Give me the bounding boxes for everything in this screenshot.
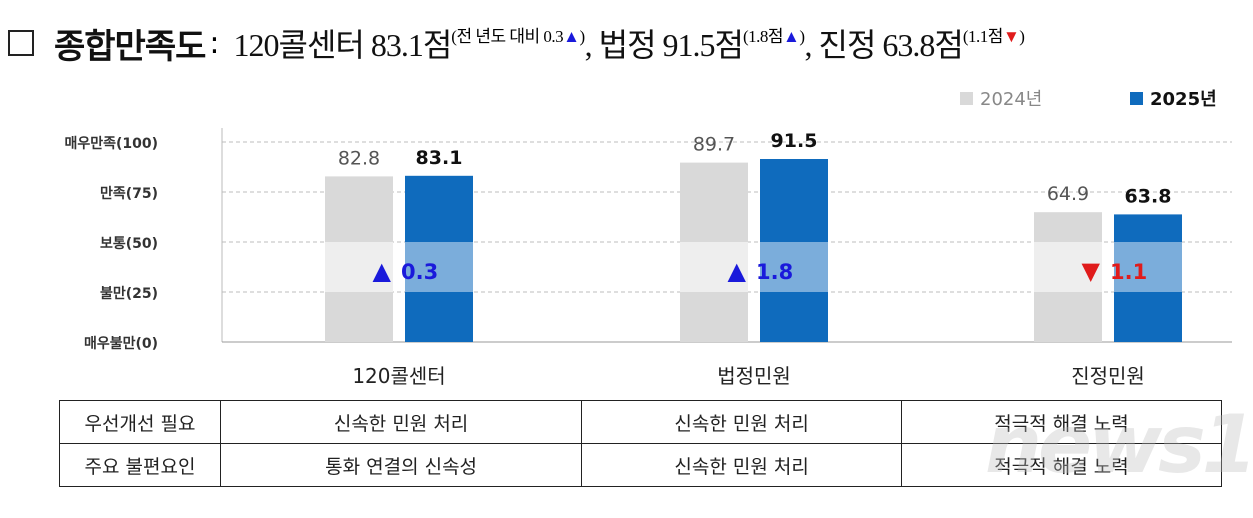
triangle-up-icon: ▲ — [563, 27, 580, 46]
headline: 종합만족도 : 120콜센터 83.1점(전 년도 대비 0.3▲), 법정 9… — [8, 18, 1025, 68]
triangle-down-icon: ▼ — [1002, 27, 1020, 46]
table-cell: 통화 연결의 신속성 — [219, 443, 583, 487]
triangle-down-icon: ▼ — [1082, 257, 1101, 285]
headline-colon: : — [209, 25, 220, 61]
legend-label: 2025년 — [1150, 89, 1217, 110]
table-cell: 신속한 민원 처리 — [219, 400, 583, 444]
x-tick-label: 진정민원 — [1071, 364, 1145, 388]
headline-change: (1.8점 — [742, 27, 784, 46]
headline-score: 120콜센터 83.1점 — [233, 27, 453, 63]
y-tick-label: 불만(25) — [100, 286, 158, 302]
highlight-band — [325, 242, 393, 292]
data-label: 89.7 — [693, 134, 735, 156]
data-label: 82.8 — [338, 147, 380, 169]
triangle-up-icon: ▲ — [728, 257, 747, 285]
legend-label: 2024년 — [980, 89, 1042, 110]
x-tick-label: 법정민원 — [717, 364, 791, 388]
separator: , — [584, 27, 599, 63]
highlight-band — [760, 242, 828, 292]
headline-main: 종합만족도 — [54, 26, 206, 67]
bar — [760, 159, 828, 342]
headline-score: 진정 63.8점 — [818, 27, 964, 63]
change-label: 0.3 — [401, 260, 438, 284]
highlight-band — [1034, 242, 1102, 292]
triangle-up-icon: ▲ — [783, 27, 800, 46]
table-row: 주요 불편요인 통화 연결의 신속성 신속한 민원 처리 적극적 해결 노력 — [59, 443, 1222, 487]
headline-parts: 120콜센터 83.1점(전 년도 대비 0.3▲), 법정 91.5점(1.8… — [234, 20, 1025, 66]
table-row: 우선개선 필요 신속한 민원 처리 신속한 민원 처리 적극적 해결 노력 — [59, 400, 1222, 444]
highlight-band — [680, 242, 748, 292]
table-cell: 적극적 해결 노력 — [901, 400, 1222, 444]
row-header: 주요 불편요인 — [59, 443, 221, 487]
bar — [405, 175, 473, 342]
change-label: 1.8 — [756, 260, 793, 284]
bar — [1114, 214, 1182, 342]
table-cell: 신속한 민원 처리 — [581, 443, 903, 487]
x-tick-label: 120콜센터 — [352, 364, 445, 388]
y-tick-label: 만족(75) — [100, 186, 158, 202]
table-cell: 적극적 해결 노력 — [901, 443, 1222, 487]
data-label: 91.5 — [771, 130, 818, 152]
data-label: 83.1 — [416, 147, 463, 169]
separator: , — [804, 27, 819, 63]
issues-table: 우선개선 필요 신속한 민원 처리 신속한 민원 처리 적극적 해결 노력 주요 불편요… — [59, 400, 1222, 487]
paren: ) — [1019, 27, 1025, 46]
highlight-band — [1114, 242, 1182, 292]
y-tick-label: 보통(50) — [100, 236, 158, 252]
highlight-band — [405, 242, 473, 292]
paren: ) — [579, 27, 585, 46]
headline-change: (전 년도 대비 0.3 — [451, 27, 564, 46]
y-tick-label: 매우불만(0) — [84, 336, 158, 352]
triangle-up-icon: ▲ — [373, 257, 392, 285]
change-label: 1.1 — [1110, 260, 1147, 284]
data-label: 63.8 — [1125, 185, 1172, 207]
headline-score: 법정 91.5점 — [598, 27, 744, 63]
table-cell: 신속한 민원 처리 — [581, 400, 903, 444]
data-label: 64.9 — [1047, 183, 1089, 205]
headline-change: (1.1점 — [962, 27, 1004, 46]
y-tick-label: 매우만족(100) — [64, 136, 158, 152]
paren: ) — [799, 27, 805, 46]
legend-swatch — [960, 92, 973, 105]
square-bullet-icon — [8, 30, 34, 56]
legend-swatch — [1130, 92, 1143, 105]
bar-chart: 매우만족(100) 만족(75) 보통(50) 불만(25) 매우불만(0) 82.8 83… — [64, 89, 1232, 388]
row-header: 우선개선 필요 — [59, 400, 221, 444]
